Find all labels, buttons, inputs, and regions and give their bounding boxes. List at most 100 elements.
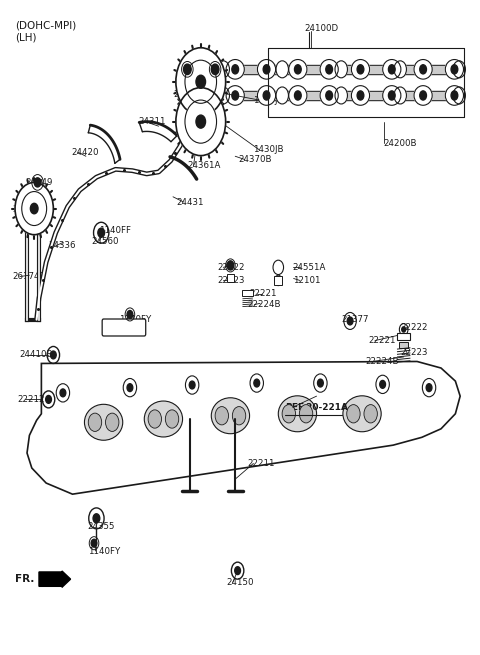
- Ellipse shape: [445, 86, 464, 105]
- Circle shape: [98, 228, 105, 237]
- Circle shape: [451, 91, 458, 100]
- Text: 22221: 22221: [250, 289, 277, 298]
- Bar: [218, 66, 464, 73]
- Bar: [399, 342, 408, 348]
- Text: 26174P: 26174P: [12, 272, 45, 281]
- Bar: [218, 65, 464, 74]
- Circle shape: [30, 203, 38, 214]
- Text: 22223: 22223: [400, 348, 428, 357]
- Circle shape: [394, 87, 407, 104]
- Circle shape: [295, 65, 301, 74]
- Circle shape: [185, 376, 199, 394]
- Text: 22223: 22223: [217, 276, 244, 285]
- Text: 24440A: 24440A: [101, 326, 134, 335]
- FancyArrow shape: [39, 571, 71, 588]
- Text: 24361A: 24361A: [187, 161, 221, 170]
- Ellipse shape: [343, 396, 381, 432]
- Circle shape: [318, 379, 323, 387]
- Circle shape: [420, 91, 426, 100]
- Circle shape: [165, 410, 179, 428]
- Circle shape: [50, 351, 56, 359]
- Circle shape: [91, 539, 97, 547]
- Text: 24560: 24560: [92, 236, 119, 246]
- Circle shape: [93, 514, 100, 523]
- Circle shape: [276, 61, 288, 78]
- Circle shape: [34, 178, 41, 187]
- Text: 24361A: 24361A: [187, 114, 221, 123]
- Circle shape: [88, 413, 102, 432]
- Text: 24100D: 24100D: [305, 24, 339, 33]
- Circle shape: [300, 405, 313, 423]
- Circle shape: [106, 413, 119, 432]
- Ellipse shape: [383, 60, 401, 79]
- Ellipse shape: [289, 86, 307, 105]
- Circle shape: [127, 310, 133, 318]
- Circle shape: [217, 87, 229, 104]
- Circle shape: [347, 317, 353, 325]
- Circle shape: [357, 91, 364, 100]
- Bar: [227, 274, 234, 282]
- Circle shape: [227, 261, 234, 270]
- Circle shape: [217, 61, 229, 78]
- Circle shape: [426, 384, 432, 392]
- Circle shape: [453, 61, 466, 78]
- Ellipse shape: [414, 86, 432, 105]
- Ellipse shape: [211, 398, 250, 434]
- Circle shape: [380, 381, 385, 388]
- Circle shape: [388, 65, 395, 74]
- Text: 24336: 24336: [48, 241, 76, 250]
- Circle shape: [127, 384, 133, 392]
- Text: 24370B: 24370B: [239, 155, 272, 164]
- Text: 1430JB: 1430JB: [253, 96, 283, 105]
- Circle shape: [15, 182, 53, 234]
- Circle shape: [196, 75, 205, 88]
- Text: 24350D: 24350D: [173, 90, 207, 99]
- Circle shape: [335, 87, 348, 104]
- Circle shape: [254, 379, 260, 387]
- Text: 22224B: 22224B: [247, 300, 281, 309]
- Circle shape: [453, 87, 466, 104]
- Text: 22221: 22221: [368, 336, 396, 345]
- Bar: [218, 92, 464, 99]
- Circle shape: [263, 65, 270, 74]
- Text: REF.20-221A: REF.20-221A: [286, 403, 348, 412]
- Circle shape: [295, 91, 301, 100]
- Text: 22212: 22212: [17, 395, 45, 404]
- Text: 1140FY: 1140FY: [120, 315, 152, 324]
- Text: FR.: FR.: [15, 574, 35, 584]
- Circle shape: [376, 375, 389, 394]
- Circle shape: [335, 61, 348, 78]
- Circle shape: [185, 100, 216, 143]
- Circle shape: [56, 384, 70, 402]
- Text: 23120: 23120: [12, 206, 40, 214]
- Text: 22222: 22222: [217, 263, 244, 272]
- Ellipse shape: [383, 86, 401, 105]
- Circle shape: [422, 379, 436, 397]
- Bar: [275, 276, 282, 285]
- Ellipse shape: [278, 396, 317, 432]
- Ellipse shape: [226, 60, 244, 79]
- Circle shape: [46, 396, 51, 403]
- Ellipse shape: [445, 60, 464, 79]
- Text: 22211: 22211: [247, 459, 275, 468]
- Text: 24200B: 24200B: [384, 139, 417, 147]
- Text: (LH): (LH): [15, 32, 36, 42]
- Circle shape: [183, 64, 191, 75]
- Circle shape: [235, 567, 240, 574]
- Circle shape: [215, 407, 228, 425]
- Circle shape: [232, 65, 239, 74]
- Circle shape: [347, 405, 360, 423]
- Circle shape: [263, 91, 270, 100]
- Circle shape: [196, 115, 205, 128]
- Text: 24431: 24431: [177, 198, 204, 206]
- Text: 24355: 24355: [88, 522, 115, 531]
- Polygon shape: [27, 362, 460, 494]
- Text: 21377: 21377: [341, 315, 369, 324]
- Text: 1140FY: 1140FY: [88, 546, 120, 555]
- Circle shape: [402, 327, 406, 332]
- Circle shape: [276, 87, 288, 104]
- Text: 1140FF: 1140FF: [99, 226, 131, 235]
- Circle shape: [250, 374, 264, 392]
- Circle shape: [176, 88, 226, 156]
- Ellipse shape: [144, 401, 182, 437]
